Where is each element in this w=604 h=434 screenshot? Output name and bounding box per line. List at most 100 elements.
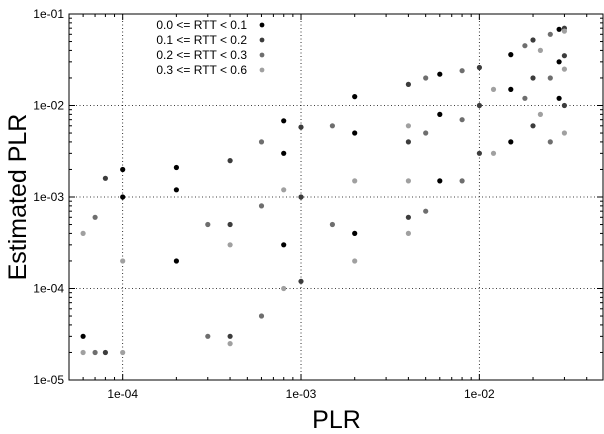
data-point — [205, 221, 211, 228]
data-point — [530, 75, 536, 81]
x-tick-label: 1e-02 — [464, 387, 495, 401]
data-point — [437, 71, 443, 77]
legend: 0.0 <= RTT < 0.10.1 <= RTT < 0.20.2 <= R… — [156, 18, 265, 77]
y-tick-label: 1e-04 — [33, 282, 64, 296]
data-point — [476, 102, 482, 109]
data-point — [173, 164, 179, 171]
data-point — [437, 178, 443, 184]
data-points — [80, 25, 568, 356]
data-point — [405, 123, 411, 129]
data-point — [352, 230, 358, 236]
data-point — [281, 118, 287, 124]
data-point — [561, 53, 568, 59]
data-point — [537, 47, 544, 54]
data-point — [352, 258, 358, 264]
data-point — [80, 230, 86, 236]
data-point — [423, 208, 429, 214]
series-group — [80, 26, 562, 339]
data-point — [476, 150, 482, 156]
legend-label: 0.0 <= RTT < 0.1 — [156, 18, 247, 32]
data-point — [120, 349, 126, 356]
data-point — [561, 130, 568, 136]
series-group — [102, 25, 568, 356]
data-point — [227, 341, 233, 347]
data-point — [547, 31, 553, 37]
data-point — [298, 278, 304, 284]
data-point — [423, 75, 429, 81]
data-point — [205, 333, 211, 339]
data-point — [120, 166, 126, 173]
data-point — [227, 158, 233, 164]
data-point — [298, 194, 304, 200]
data-point — [459, 178, 465, 184]
y-tick-label: 1e-02 — [33, 99, 64, 113]
axis-ticks: 1e-04 1e-03 1e-02 1e-05 1e-04 1e-03 1e-02 1e-01 — [33, 7, 603, 401]
data-point — [522, 43, 528, 49]
x-tick-label: 1e-04 — [107, 387, 138, 401]
grid-lines — [69, 14, 604, 380]
data-point — [508, 52, 514, 58]
data-point — [258, 203, 265, 209]
legend-marker — [259, 37, 265, 43]
y-tick-label: 1e-03 — [33, 190, 64, 204]
data-point — [556, 95, 562, 101]
data-point — [120, 258, 126, 264]
data-point — [508, 86, 514, 92]
data-point — [459, 68, 465, 74]
data-point — [281, 150, 287, 156]
data-point — [537, 111, 544, 117]
data-point — [405, 214, 411, 220]
data-point — [490, 86, 497, 92]
data-point — [405, 178, 411, 184]
data-point — [227, 221, 233, 228]
data-point — [102, 349, 108, 356]
data-point — [556, 26, 562, 32]
x-axis-label: PLR — [312, 406, 361, 434]
data-point — [227, 242, 233, 248]
data-point — [80, 333, 86, 339]
data-point — [329, 123, 335, 129]
data-point — [490, 150, 497, 156]
legend-label: 0.1 <= RTT < 0.2 — [156, 33, 247, 47]
y-tick-label: 1e-05 — [33, 373, 64, 387]
legend-label: 0.2 <= RTT < 0.3 — [156, 48, 247, 62]
legend-label: 0.3 <= RTT < 0.6 — [156, 63, 247, 77]
series-group — [80, 28, 568, 356]
data-point — [92, 349, 98, 356]
data-point — [405, 139, 411, 145]
x-tick-label: 1e-03 — [286, 387, 317, 401]
data-point — [281, 242, 287, 248]
data-point — [281, 187, 287, 193]
data-point — [405, 230, 411, 236]
data-point — [227, 333, 233, 339]
legend-marker — [259, 52, 265, 58]
y-tick-label: 1e-01 — [33, 7, 64, 21]
data-point — [92, 214, 98, 220]
data-point — [530, 37, 536, 43]
data-point — [423, 130, 429, 136]
data-point — [329, 221, 335, 228]
data-point — [547, 75, 553, 81]
data-point — [352, 178, 358, 184]
data-point — [405, 81, 411, 87]
data-point — [556, 59, 562, 65]
data-point — [530, 123, 536, 129]
series-group — [92, 31, 553, 356]
data-point — [476, 64, 482, 71]
data-point — [459, 117, 465, 123]
data-point — [258, 313, 265, 319]
legend-marker — [259, 22, 265, 28]
data-point — [437, 111, 443, 117]
data-point — [281, 285, 287, 292]
data-point — [352, 94, 358, 100]
data-point — [298, 124, 304, 130]
data-point — [508, 139, 514, 145]
data-point — [173, 187, 179, 193]
data-point — [561, 102, 568, 109]
data-point — [173, 258, 179, 264]
data-point — [561, 66, 568, 72]
data-point — [120, 194, 126, 200]
data-point — [352, 130, 358, 136]
data-point — [80, 349, 86, 356]
